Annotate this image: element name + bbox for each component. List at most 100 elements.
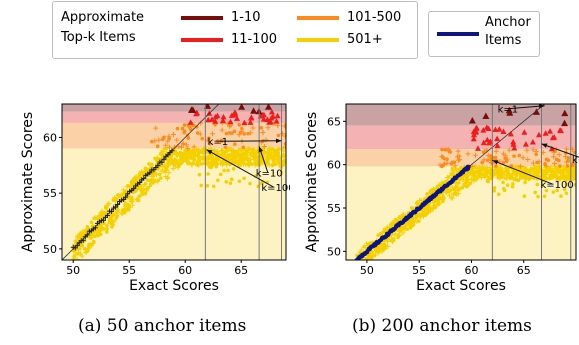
point-501plus bbox=[489, 167, 493, 172]
point-501plus bbox=[211, 184, 216, 189]
point-501plus bbox=[191, 153, 197, 159]
point-501plus bbox=[501, 187, 506, 191]
band-top-10 bbox=[346, 125, 576, 150]
point-501plus bbox=[467, 170, 472, 175]
point-501plus bbox=[354, 264, 359, 269]
point-501plus bbox=[363, 257, 369, 260]
point-11-100 bbox=[557, 127, 564, 133]
point-1-10 bbox=[468, 116, 476, 124]
point-101-500 bbox=[259, 126, 264, 130]
band-top-1 bbox=[346, 104, 576, 126]
point-501plus bbox=[427, 206, 431, 211]
point-501plus bbox=[444, 179, 448, 184]
point-101-500 bbox=[440, 147, 444, 152]
point-501plus bbox=[210, 160, 216, 166]
legend-anchor-label-line1: Anchor bbox=[485, 15, 531, 30]
point-101-500 bbox=[440, 154, 445, 159]
point-11-100 bbox=[212, 113, 219, 120]
point-501plus bbox=[146, 183, 152, 189]
point-501plus bbox=[121, 208, 127, 214]
point-101-500 bbox=[175, 126, 180, 131]
point-501plus bbox=[218, 172, 223, 177]
point-501plus bbox=[83, 228, 88, 233]
anchor-point bbox=[147, 170, 153, 176]
caption-a: (a) 50 anchor items bbox=[78, 316, 247, 336]
point-501plus bbox=[505, 183, 510, 187]
anchor-point bbox=[131, 186, 137, 192]
plot-area bbox=[62, 104, 286, 260]
point-101-500 bbox=[452, 163, 458, 169]
y-tick-label: 55 bbox=[43, 187, 57, 200]
point-501plus bbox=[206, 172, 210, 176]
point-501plus bbox=[166, 170, 172, 176]
point-101-500 bbox=[554, 157, 559, 162]
point-501plus bbox=[573, 183, 576, 187]
point-501plus bbox=[396, 235, 400, 240]
point-1-10 bbox=[188, 106, 196, 113]
point-501plus bbox=[533, 190, 538, 195]
point-11-100 bbox=[484, 136, 491, 143]
point-101-500 bbox=[494, 164, 498, 168]
band-top-10 bbox=[62, 111, 286, 123]
point-501plus bbox=[514, 173, 519, 178]
axes-frame bbox=[61, 103, 287, 261]
point-101-500 bbox=[162, 135, 166, 140]
point-501plus bbox=[510, 184, 515, 189]
point-101-500 bbox=[564, 146, 570, 152]
point-501plus bbox=[498, 174, 502, 179]
point-501plus bbox=[191, 161, 196, 165]
point-501plus bbox=[182, 151, 187, 156]
point-501plus bbox=[77, 247, 82, 251]
x-tick-label: 55 bbox=[412, 264, 426, 277]
point-11-100 bbox=[507, 130, 514, 137]
point-101-500 bbox=[241, 145, 246, 150]
point-501plus bbox=[417, 219, 421, 223]
band-top-1 bbox=[62, 104, 286, 112]
point-501plus bbox=[554, 171, 558, 176]
point-501plus bbox=[253, 161, 258, 165]
point-501plus bbox=[429, 187, 435, 193]
point-11-100 bbox=[220, 113, 227, 120]
legend-anchor: Anchor Items bbox=[428, 11, 540, 57]
point-501plus bbox=[458, 166, 463, 170]
point-11-100 bbox=[480, 127, 487, 133]
point-501plus bbox=[201, 148, 206, 152]
legend-label-1-10: 1-10 bbox=[231, 10, 261, 25]
point-101-500 bbox=[200, 136, 205, 141]
point-101-500 bbox=[445, 157, 449, 162]
point-101-500 bbox=[198, 120, 204, 126]
x-tick-label: 65 bbox=[234, 264, 248, 277]
anchor-point bbox=[137, 180, 143, 186]
point-501plus bbox=[107, 220, 112, 225]
point-501plus bbox=[228, 181, 233, 185]
point-501plus bbox=[418, 197, 424, 203]
point-501plus bbox=[99, 228, 103, 232]
point-101-500 bbox=[517, 153, 522, 158]
point-11-100 bbox=[510, 138, 517, 145]
legend-label-501-plus: 501+ bbox=[347, 32, 383, 47]
anchor-point bbox=[113, 204, 119, 210]
point-501plus bbox=[72, 254, 76, 259]
annotation-arrow bbox=[541, 143, 579, 158]
point-11-100 bbox=[473, 124, 480, 131]
point-501plus bbox=[501, 180, 505, 185]
point-101-500 bbox=[565, 164, 570, 168]
point-501plus bbox=[257, 163, 262, 167]
point-501plus bbox=[510, 175, 514, 180]
point-501plus bbox=[452, 187, 457, 192]
point-101-500 bbox=[230, 131, 234, 135]
chart-a: k=1k=10k=10050556065505560Exact ScoresAp… bbox=[20, 103, 290, 294]
point-501plus bbox=[158, 151, 164, 157]
x-tick-label: 60 bbox=[464, 264, 478, 277]
point-501plus bbox=[197, 172, 202, 177]
point-501plus bbox=[118, 192, 124, 198]
point-11-100 bbox=[521, 129, 528, 135]
point-11-100 bbox=[483, 124, 490, 130]
point-101-500 bbox=[182, 129, 187, 133]
anchor-point bbox=[466, 164, 471, 169]
point-501plus bbox=[496, 171, 501, 175]
legend-swatch-anchor bbox=[437, 32, 479, 36]
point-501plus bbox=[160, 167, 166, 173]
point-11-100 bbox=[474, 145, 481, 151]
point-101-500 bbox=[572, 150, 576, 155]
